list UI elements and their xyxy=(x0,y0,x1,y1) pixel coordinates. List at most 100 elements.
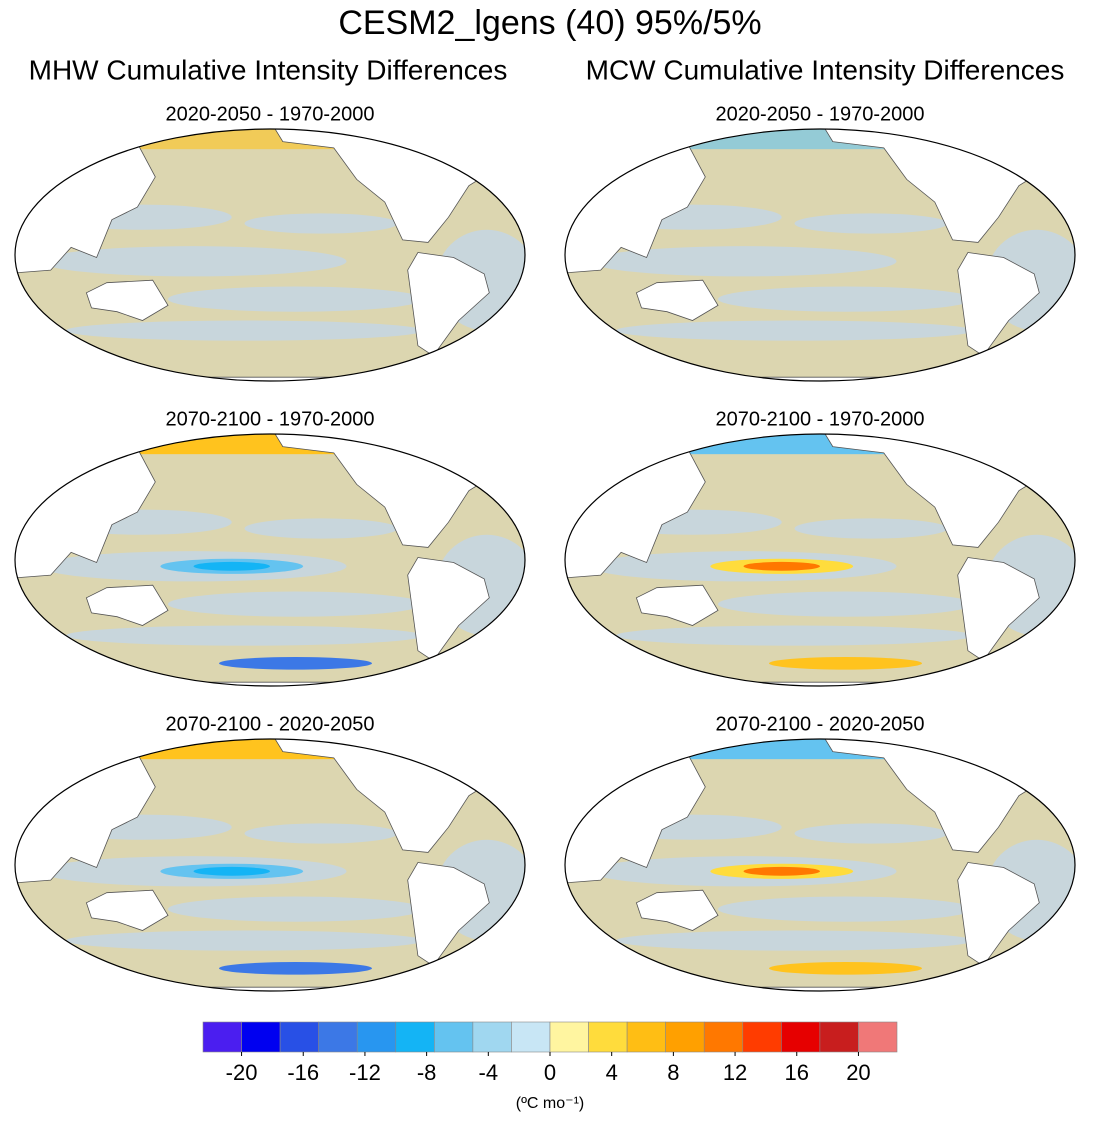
land xyxy=(957,557,1040,662)
ocean-pattern xyxy=(168,896,423,922)
colorbar-box xyxy=(588,1021,628,1053)
colorbar-box xyxy=(318,1021,358,1053)
ocean-pattern xyxy=(718,286,973,312)
land xyxy=(15,376,525,381)
anomaly xyxy=(743,561,820,571)
land xyxy=(957,252,1040,357)
ocean-pattern xyxy=(244,518,398,539)
colorbar-tick-label: -8 xyxy=(417,1060,437,1085)
colorbar-tick-label: 12 xyxy=(723,1060,747,1085)
arctic-band xyxy=(15,129,525,150)
ocean-pattern xyxy=(616,625,973,646)
colorbar-box xyxy=(511,1021,551,1053)
colorbar-box xyxy=(549,1021,589,1053)
colorbar-box xyxy=(819,1021,859,1053)
panel-title: 2020-2050 - 1970-2000 xyxy=(165,103,374,125)
land xyxy=(407,252,490,357)
colorbar-box xyxy=(472,1021,512,1053)
arctic-band xyxy=(565,434,1075,455)
land xyxy=(15,681,525,686)
anomaly xyxy=(743,866,820,876)
land xyxy=(635,889,719,931)
ocean-pattern xyxy=(590,246,897,277)
land xyxy=(565,681,1075,686)
arctic-band xyxy=(565,739,1075,760)
panel-title: 2070-2100 - 2020-2050 xyxy=(715,713,924,735)
anomaly xyxy=(769,657,922,670)
map-panel xyxy=(15,129,525,381)
map-border xyxy=(14,738,526,992)
colorbar-tick-label: -12 xyxy=(349,1060,381,1085)
map-panel xyxy=(565,739,1075,991)
land xyxy=(635,279,719,321)
ocean-pattern xyxy=(794,518,948,539)
colorbar-tick-label: -20 xyxy=(226,1060,258,1085)
panel-title: 2020-2050 - 1970-2000 xyxy=(715,103,924,125)
colorbar-box xyxy=(434,1021,474,1053)
land xyxy=(635,584,719,626)
ocean-pattern xyxy=(66,930,423,951)
colorbar-label: (ºC mo⁻¹) xyxy=(516,1095,585,1112)
arctic-band xyxy=(15,739,525,760)
ocean-pattern xyxy=(168,286,423,312)
colorbar-box xyxy=(742,1021,782,1053)
anomaly xyxy=(219,962,372,975)
land xyxy=(407,557,490,662)
map-border xyxy=(564,128,1076,382)
panel-title: 2070-2100 - 1970-2000 xyxy=(715,408,924,430)
ocean-pattern xyxy=(794,213,948,234)
land xyxy=(565,376,1075,381)
colorbar-box xyxy=(395,1021,435,1053)
column-title: MHW Cumulative Intensity Differences xyxy=(29,54,508,85)
ocean-pattern xyxy=(616,930,973,951)
figure-title: CESM2_lgens (40) 95%/5% xyxy=(338,4,761,42)
colorbar-box xyxy=(279,1021,319,1053)
anomaly xyxy=(193,866,270,876)
colorbar-box xyxy=(356,1021,397,1053)
colorbar-box xyxy=(665,1021,705,1053)
map-border xyxy=(564,433,1076,687)
map-panel xyxy=(15,739,525,991)
anomaly xyxy=(769,962,922,975)
ocean-pattern xyxy=(66,625,423,646)
arctic-band xyxy=(565,129,1075,150)
land xyxy=(85,279,169,321)
map-border xyxy=(14,433,526,687)
colorbar-tick-label: 8 xyxy=(667,1060,679,1085)
colorbar-box xyxy=(626,1021,666,1053)
land xyxy=(565,986,1075,991)
ocean-pattern xyxy=(244,213,398,234)
map-panel xyxy=(15,434,525,686)
ocean-pattern xyxy=(616,320,973,341)
ocean-pattern xyxy=(718,591,973,617)
colorbar-tick-label: -16 xyxy=(287,1060,319,1085)
panel-title: 2070-2100 - 2020-2050 xyxy=(165,713,374,735)
panel-title: 2070-2100 - 1970-2000 xyxy=(165,408,374,430)
colorbar-tick-label: 0 xyxy=(544,1060,556,1085)
land xyxy=(85,889,169,931)
colorbar-box xyxy=(703,1021,744,1053)
land xyxy=(407,862,490,967)
colorbar-box xyxy=(858,1021,898,1053)
map-panel xyxy=(565,129,1075,381)
ocean-pattern xyxy=(168,591,423,617)
colorbar-box xyxy=(202,1021,242,1053)
map-panel xyxy=(565,434,1075,686)
ocean-pattern xyxy=(244,823,398,844)
map-border xyxy=(564,738,1076,992)
anomaly xyxy=(219,657,372,670)
colorbar-box xyxy=(241,1021,281,1053)
arctic-band xyxy=(15,434,525,455)
ocean-pattern xyxy=(794,823,948,844)
land xyxy=(85,584,169,626)
colorbar-tick-label: 20 xyxy=(846,1060,870,1085)
map-border xyxy=(14,128,526,382)
colorbar-tick-label: -4 xyxy=(479,1060,499,1085)
colorbar-tick-label: 4 xyxy=(606,1060,618,1085)
ocean-pattern xyxy=(718,896,973,922)
anomaly xyxy=(193,561,270,571)
land xyxy=(957,862,1040,967)
ocean-pattern xyxy=(40,246,347,277)
ocean-pattern xyxy=(66,320,423,341)
